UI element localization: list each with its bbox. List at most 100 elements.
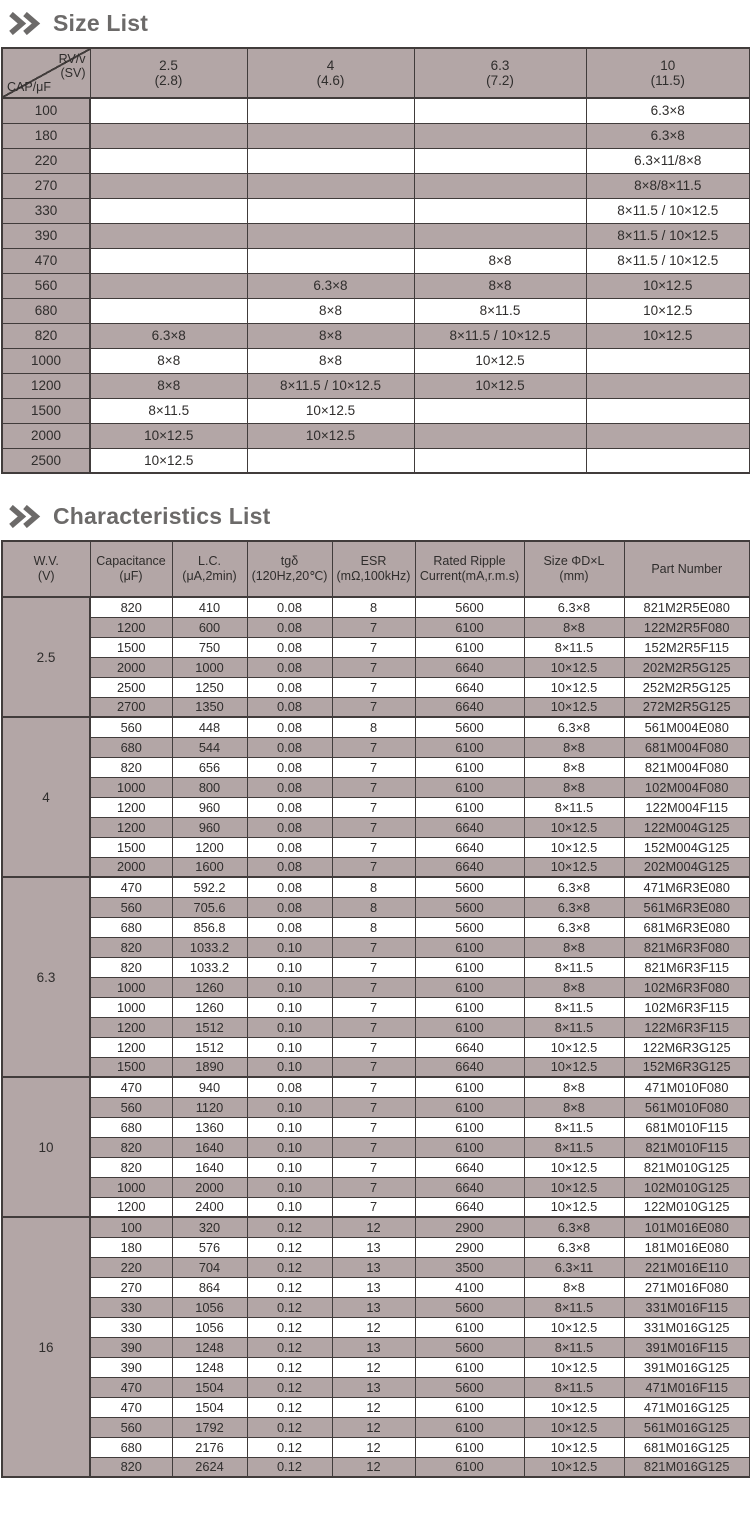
size-cell	[585, 347, 750, 374]
char-cell: 10×12.5	[523, 1156, 625, 1178]
double-chevron-icon	[9, 12, 41, 35]
size-cell: 10×12.5	[89, 447, 248, 474]
char-cell: 471M6R3E080	[623, 876, 750, 898]
size-row-2000: 2000 10×12.5 10×12.5	[1, 422, 750, 449]
char-row: 6.3 470 592.2 0.08 8 5600 6.3×8 471M6R3E080	[1, 876, 750, 1078]
char-cell: 821M010F115	[623, 1136, 750, 1158]
char-cell: 2900	[414, 1216, 525, 1238]
char-row: 560 1792 0.12 12 6100 10×12.5 561M016G125	[2, 1416, 750, 1438]
char-cell: 4100	[414, 1276, 525, 1298]
char-row: 330 1056 0.12 13 5600 8×11.5 331M016F115	[2, 1296, 750, 1318]
size-cell	[246, 172, 415, 199]
char-cell: 960	[171, 796, 248, 818]
char-cell: 680	[89, 1436, 173, 1458]
char-cell: 7	[331, 1036, 416, 1058]
datasheet-page: Size List RV/v (SV) CAP/μF 2.5 (2.8) 4 (4.6)…	[1, 10, 750, 1478]
char-cell: 6100	[414, 996, 525, 1018]
size-cell	[246, 222, 415, 249]
char-row: 560 705.6 0.08 8 5600 6.3×8 561M6R3E080	[2, 896, 750, 918]
size-list-header-row: RV/v (SV) CAP/μF 2.5 (2.8) 4 (4.6) 6.3 (7.2) 10…	[1, 47, 750, 99]
char-row: 1000 1260 0.10 7 6100 8×8 102M6R3F080	[2, 976, 750, 998]
char-row: 2000 1000 0.08 7 6640 10×12.5 202M2R5G125	[2, 656, 750, 678]
char-cell: 8	[331, 876, 416, 898]
char-row: 4 560 448 0.08 8 5600 6.3×8 561M004E080	[1, 716, 750, 878]
char-cell: 1200	[89, 816, 173, 838]
size-cap-cell: 2500	[1, 447, 91, 474]
size-cell	[246, 447, 415, 474]
char-cell: 8	[331, 716, 416, 738]
double-chevron-icon	[9, 505, 41, 528]
char-cell: 391M016F115	[623, 1336, 750, 1358]
char-cell: 1512	[171, 1036, 248, 1058]
char-cell: 560	[89, 716, 173, 738]
char-cell: 561M6R3E080	[623, 896, 750, 918]
char-cell: 1033.2	[171, 936, 248, 958]
size-cell: 8×11.5 / 10×12.5	[413, 322, 587, 349]
char-cell: 13	[331, 1236, 416, 1258]
char-cell: 8×8	[523, 756, 625, 778]
char-cell: 5600	[414, 1336, 525, 1358]
char-cell: 1120	[171, 1096, 248, 1118]
char-cell: 821M6R3F115	[623, 956, 750, 978]
size-list-title-text: Size List	[53, 10, 149, 36]
char-cell: 1500	[89, 636, 173, 658]
size-cell	[413, 422, 587, 449]
size-cell: 8×11.5 / 10×12.5	[585, 247, 750, 274]
char-cell: 122M010G125	[623, 1196, 750, 1218]
char-cell: 10×12.5	[523, 1036, 625, 1058]
char-cell: 10×12.5	[523, 696, 625, 718]
char-cell: 13	[331, 1256, 416, 1278]
char-cell: 960	[171, 816, 248, 838]
char-cell: 8×11.5	[523, 1296, 625, 1318]
char-row: 1200 1512 0.10 7 6100 8×11.5 122M6R3F115	[2, 1016, 750, 1038]
size-cell: 8×8	[89, 372, 248, 399]
size-cell: 6.3×8	[246, 272, 415, 299]
char-cell: 560	[89, 1416, 173, 1438]
char-cell: 8×11.5	[523, 636, 625, 658]
char-cell: 6640	[414, 1196, 525, 1218]
size-cap-cell: 100	[1, 97, 91, 124]
char-cell: 122M6R3G125	[623, 1036, 750, 1058]
char-cell: 10×12.5	[523, 816, 625, 838]
char-cell: 13	[331, 1376, 416, 1398]
char-cell: 122M6R3F115	[623, 1016, 750, 1038]
char-cell: 6100	[414, 936, 525, 958]
size-col-header-4: 4 (4.6)	[246, 47, 415, 99]
size-row-220: 220 6.3×11/8×8	[1, 147, 750, 174]
char-cell: 821M016G125	[623, 1456, 750, 1478]
char-cell: 1056	[171, 1296, 248, 1318]
char-col-line2: (mΩ,100kHz)	[336, 569, 411, 583]
size-cell: 8×8	[89, 347, 248, 374]
char-cell: 6640	[414, 1156, 525, 1178]
char-cell: 1000	[89, 996, 173, 1018]
char-cell: 821M004F080	[623, 756, 750, 778]
char-cell: 0.10	[246, 1176, 333, 1198]
size-cell: 10×12.5	[585, 297, 750, 324]
char-cell: 1200	[89, 616, 173, 638]
size-cell: 8×11.5 / 10×12.5	[585, 197, 750, 224]
char-cell: 7	[331, 816, 416, 838]
char-col-header: ESR (mΩ,100kHz)	[331, 540, 416, 598]
char-cell: 5600	[414, 1376, 525, 1398]
char-cell: 6100	[414, 1076, 525, 1098]
char-cell: 2900	[414, 1236, 525, 1258]
size-row-390: 390 8×11.5 / 10×12.5	[1, 222, 750, 249]
char-cell: 8×11.5	[523, 796, 625, 818]
char-cell: 390	[89, 1336, 173, 1358]
char-cell: 820	[89, 1156, 173, 1178]
size-cell: 10×12.5	[246, 422, 415, 449]
char-cell: 391M016G125	[623, 1356, 750, 1378]
char-cell: 13	[331, 1336, 416, 1358]
char-cell: 656	[171, 756, 248, 778]
size-cell: 8×11.5	[89, 397, 248, 424]
char-cell: 6100	[414, 616, 525, 638]
char-cell: 1000	[89, 776, 173, 798]
char-cell: 5600	[414, 916, 525, 938]
char-cell: 0.12	[246, 1296, 333, 1318]
char-cell: 820	[89, 756, 173, 778]
char-cell: 680	[89, 1116, 173, 1138]
char-row: 2.5 820 410 0.08 8 5600 6.3×8 821M2R5E080	[1, 596, 750, 718]
size-cell: 10×12.5	[413, 347, 587, 374]
char-cell: 102M010G125	[623, 1176, 750, 1198]
char-cell: 0.08	[246, 616, 333, 638]
